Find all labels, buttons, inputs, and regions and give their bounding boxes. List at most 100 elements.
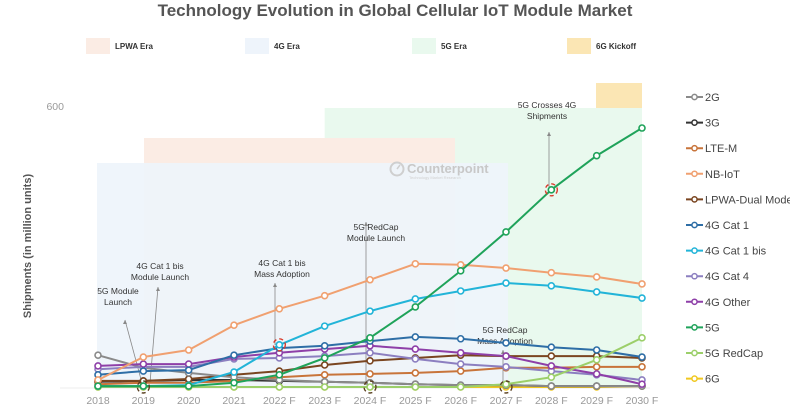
data-point [547,282,556,290]
data-point [592,370,601,378]
series-4g-other [94,341,646,388]
x-tick-label: 2018 [86,395,110,407]
annotation-text: 5G Crosses 4G [518,100,577,110]
data-point [411,383,420,391]
data-point [366,356,374,365]
highlight-ring [363,380,377,394]
data-point [275,341,284,349]
data-point [638,334,646,342]
legend-label: 4G Other [705,297,751,309]
data-point [320,354,329,362]
data-point [638,353,646,361]
data-point [547,268,556,277]
x-tick-label: 2024 F [354,395,387,407]
series-4g-cat-1 [94,333,646,379]
highlights [136,183,559,394]
data-point [320,341,329,350]
data-point [94,376,102,384]
legend-item-5g: 5G [686,322,720,334]
data-point [139,382,148,390]
data-point [275,304,284,313]
data-point [638,363,646,371]
legend-label: 4G Cat 4 [705,271,749,283]
watermark-brand: Counterpoint [407,161,489,176]
highlight-ring [136,380,151,394]
era-swatch-4g-era [245,38,269,54]
data-point [456,287,465,295]
highlight-ring [499,380,513,394]
data-point [502,380,510,388]
data-point [456,260,465,269]
legend-marker-icon [691,247,698,254]
data-point [547,352,556,360]
annotation-text: Module Launch [347,233,405,243]
legend-label: 4G Cat 1 bis [705,246,767,258]
legend-label: 5G RedCap [705,348,763,360]
x-tick-label: 2022 F [263,395,296,407]
series-5g [94,124,646,390]
era-swatch-6g-kickoff [567,38,591,54]
data-point [411,295,420,303]
legend-marker-icon [691,349,698,357]
legend-label: LTE-M [705,143,737,155]
data-point [184,366,193,374]
data-point [592,363,601,371]
data-point [366,307,374,315]
legend-marker-icon [691,93,698,101]
x-tick-label: 2030 F [626,395,659,407]
annotation-arrowhead-icon [123,320,127,324]
data-point [456,267,465,275]
data-point [139,367,148,375]
data-point [94,362,102,370]
legend-label: 6G [705,374,720,386]
data-point [592,288,601,296]
data-point [502,264,510,272]
annotation-text: 4G Cat 1 bis [258,258,305,268]
x-tick-label: 2026 F [444,395,477,407]
data-point [366,370,374,378]
x-tick-label: 2021 [222,395,246,407]
data-point [139,360,148,368]
legend-item-6g: 6G [686,374,720,386]
legend-marker-icon [691,272,698,280]
legend-item-5g-redcap: 5G RedCap [686,348,763,360]
annotation-arrow [124,319,143,384]
legend-marker-icon [691,375,698,382]
data-point [230,321,238,329]
data-point [230,351,238,359]
legend-item-4g-other: 4G Other [686,297,751,309]
data-point [547,343,556,351]
annotation-text: Shipments [527,111,567,121]
data-point [94,351,102,359]
data-point [184,382,193,390]
y-axis-label: Shipments (in million units) [22,174,34,319]
data-point [638,124,646,132]
annotation-text: 4G Cat 1 bis [136,261,183,271]
legend-marker-icon [691,221,698,229]
legend-marker-icon [691,298,698,306]
data-point [638,280,646,288]
annotation-text: 5G Module [97,286,139,296]
series-nb-iot [94,260,646,384]
legend-item-3g: 3G [686,118,720,130]
legend-label: 4G Cat 1 [705,220,749,232]
data-point [502,339,510,347]
series-lines [94,124,646,391]
legend-item-4g-cat-1-bis: 4G Cat 1 bis [686,246,767,258]
data-point [320,291,329,300]
data-point [275,383,284,391]
data-point [411,333,420,341]
data-point [547,373,556,381]
legend-label: LPWA-Dual Mode [705,194,790,206]
data-point [320,383,329,391]
era-legend: LPWA Era 4G Era 5G Era 6G Kickoff [86,38,636,54]
data-point [592,356,601,364]
x-tick-label: 2019 [132,395,156,407]
data-point [366,334,374,342]
x-tick-label: 2025 F [399,395,432,407]
annotation-text: 5G RedCap [354,222,399,232]
data-point [411,355,420,363]
watermark-tagline: Technology Market Research [409,175,461,180]
watermark-logo-icon [389,161,405,177]
legend-marker-icon [691,119,698,126]
